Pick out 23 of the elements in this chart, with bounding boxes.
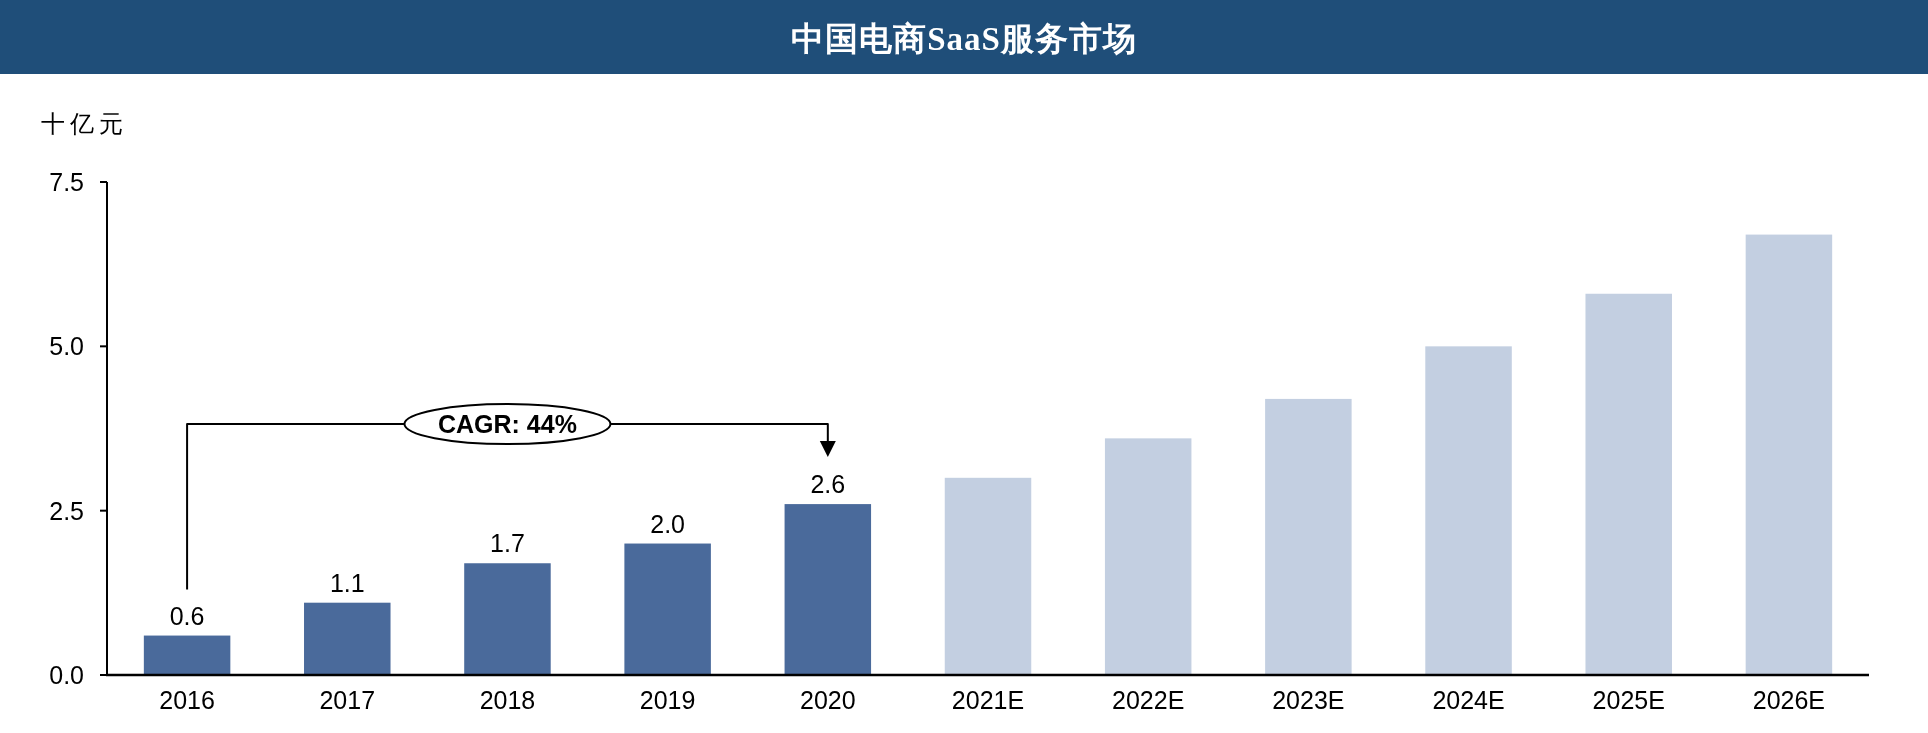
y-tick-label: 7.5 bbox=[49, 168, 84, 196]
x-tick-label: 2019 bbox=[639, 686, 696, 714]
data-label: 2.0 bbox=[650, 509, 686, 538]
y-tick-label: 2.5 bbox=[49, 496, 84, 525]
x-tick-label: 2016 bbox=[159, 686, 215, 714]
x-tick-label: 2017 bbox=[319, 686, 376, 714]
x-tick-label: 2026E bbox=[1752, 686, 1826, 714]
x-tick-label: 2023E bbox=[1272, 686, 1345, 714]
y-tick-label: 0.0 bbox=[49, 661, 84, 689]
x-tick-label: 2020 bbox=[800, 686, 856, 714]
x-tick-label: 2018 bbox=[479, 686, 536, 714]
y-tick-label: 5.0 bbox=[49, 332, 84, 361]
data-label: 1.1 bbox=[329, 568, 365, 597]
x-tick-label: 2022E bbox=[1112, 686, 1185, 714]
ylabel: 十亿元 bbox=[41, 111, 128, 137]
title: 中国电商SaaS服务市场 bbox=[0, 0, 1928, 74]
x-tick-label: 2024E bbox=[1432, 686, 1505, 714]
x-tick-label: 2021E bbox=[951, 686, 1025, 714]
x-tick-label: 2025E bbox=[1592, 686, 1665, 714]
data-label: 0.6 bbox=[169, 601, 205, 630]
data-label: 1.7 bbox=[490, 529, 525, 558]
data-label: 2.6 bbox=[810, 470, 846, 499]
chart-title: 中国电商SaaS服务市场 bbox=[791, 21, 1137, 57]
